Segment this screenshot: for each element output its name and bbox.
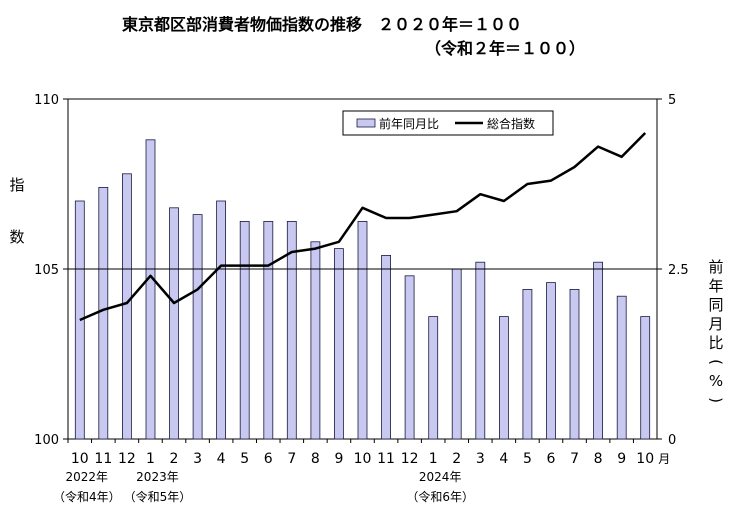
right-axis-label: 前 [708,258,723,276]
x-tick-label: 12 [401,451,419,467]
line-index [79,132,647,322]
x-tick-label: 10 [71,451,89,467]
x-tick-label: 10 [636,451,654,467]
year-label: 2022年 [66,470,109,484]
bar-yoy [169,207,179,440]
bar-yoy [263,220,274,440]
chart-title-line2: （令和２年＝１００） [425,39,586,58]
bar-yoy [286,220,297,440]
legend-label-bar: 前年同月比 [379,116,439,131]
bar-yoy [122,173,132,440]
chart-title-line1: 東京都区部消費者物価指数の推移 ２０２０年＝１００ [122,15,523,34]
x-tick-label: 9 [617,451,626,467]
x-tick-label: 3 [476,451,485,467]
year-label-era: （令和5年） [124,489,192,504]
bar-yoy [310,241,321,440]
bar-yoy [546,282,556,440]
bar-yoy [333,248,344,440]
left-axis-label: 指 [9,176,24,194]
right-axis-label: 年 [708,277,723,295]
legend-swatch-bar [356,118,376,128]
x-tick-label: 7 [287,451,296,467]
bar-yoy [498,316,509,440]
bar-yoy [404,275,415,440]
x-tick-label: 2 [170,451,179,467]
x-tick-label: 5 [240,451,249,467]
x-tick-label: 12 [118,451,136,467]
bar-yoy [239,220,250,440]
bar-yoy [216,200,227,440]
bar-yoy [192,214,203,440]
bar-yoy [451,268,462,440]
year-label: 2024年 [419,470,462,484]
x-tick-label: 5 [523,451,532,467]
bar-yoy [357,220,368,440]
legend-box [342,110,554,136]
x-month-suffix: 月 [658,452,670,466]
x-tick-label: 2 [452,451,461,467]
year-label-era: （令和4年） [53,489,121,504]
x-tick-label: 1 [429,451,438,467]
right-axis-label: ) [707,397,725,403]
left-axis-label: 数 [9,228,24,246]
bar-yoy [98,186,109,440]
x-tick-label: 11 [377,451,395,467]
right-tick-label: 5 [668,93,676,108]
bar-yoy [569,288,580,440]
right-axis-label: ( [707,359,725,365]
bar-yoy [522,288,533,440]
x-tick-label: 11 [94,451,112,467]
x-tick-label: 7 [570,451,579,467]
bar-yoy [475,261,486,440]
bar-yoy [593,261,603,440]
year-label: 2023年 [136,470,179,484]
x-tick-label: 4 [217,451,226,467]
right-axis-label: % [709,372,723,390]
x-tick-label: 10 [354,451,372,467]
x-tick-label: 8 [311,451,320,467]
right-axis-label: 比 [708,334,723,352]
x-tick-label: 8 [594,451,603,467]
x-tick-label: 6 [547,451,556,467]
legend-label-line: 総合指数 [487,116,535,131]
x-tick-label: 3 [193,451,202,467]
x-tick-label: 9 [334,451,343,467]
bar-yoy [640,316,651,440]
year-label-era: （令和6年） [406,489,474,504]
bar-yoy [381,254,392,440]
left-tick-label: 100 [34,433,59,448]
bar-yoy [145,139,156,440]
bar-yoy [428,316,439,440]
x-tick-label: 6 [264,451,273,467]
right-tick-label: 2.5 [668,263,689,278]
left-tick-label: 105 [34,263,59,278]
right-axis-label: 月 [708,315,723,333]
x-tick-label: 1 [146,451,155,467]
right-axis-label: 同 [708,296,723,314]
right-tick-label: 0 [668,433,676,448]
x-tick-label: 4 [499,451,508,467]
bar-yoy [616,295,627,440]
left-tick-label: 110 [34,93,59,108]
